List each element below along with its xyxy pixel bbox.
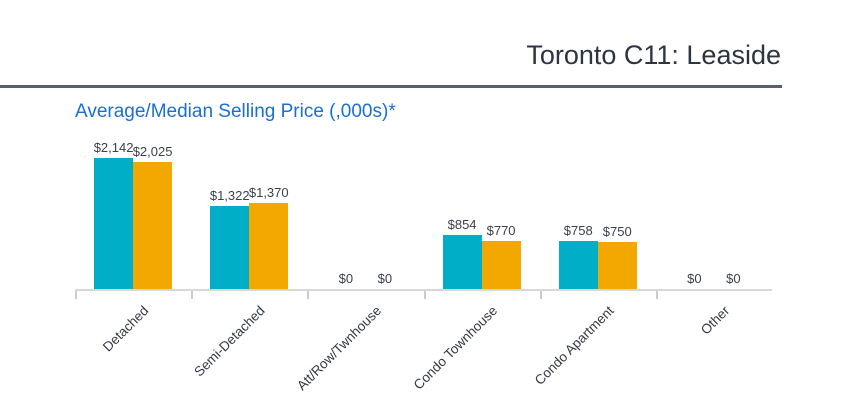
x-axis-label: Detached: [100, 303, 152, 355]
bar-median: [597, 242, 637, 289]
bar-value-label: $0: [726, 271, 741, 286]
bar-column: $0: [365, 140, 404, 289]
x-axis-label: Att/Row/Twnhouse: [293, 303, 385, 394]
axis-tick: [423, 291, 426, 299]
x-axis-label: Condo Townhouse: [410, 303, 501, 393]
bar-column: $854: [442, 140, 482, 289]
bar-value-label: $1,370: [248, 185, 289, 200]
bar-column: $750: [597, 140, 637, 289]
category-group: $758 $750: [540, 140, 656, 289]
category-group: $2,142 $2,025: [75, 140, 191, 289]
bar-average: [94, 158, 134, 289]
bar-median: [133, 162, 173, 289]
bar-average: [442, 235, 482, 289]
bar-value-label: $854: [447, 217, 477, 232]
bar-median: [249, 203, 289, 289]
x-axis-label: Condo Apartment: [531, 303, 617, 388]
bar-average: [558, 241, 598, 289]
bar-column: $2,025: [133, 140, 172, 289]
x-axis-label: Other: [698, 303, 733, 338]
bar-chart-plot-area: $2,142 $2,025 Detached $1,322 $1,370 Semi-Det…: [75, 140, 772, 393]
bar-column: $0: [675, 140, 714, 289]
bar-column: $1,370: [248, 140, 289, 289]
bar-column: $0: [326, 140, 365, 289]
bar-column: $758: [558, 140, 598, 289]
axis-tick: [307, 291, 310, 299]
bar-value-label: $770: [486, 223, 516, 238]
bar-column: $0: [714, 140, 753, 289]
bar-column: $2,142: [94, 140, 133, 289]
axis-tick: [539, 291, 542, 299]
category-group: $0 $0: [307, 140, 423, 289]
bar-column: $770: [481, 140, 521, 289]
bar-value-label: $758: [563, 223, 593, 238]
axis-tick: [655, 291, 658, 299]
x-axis-label: Semi-Detached: [191, 303, 268, 380]
axis-tick: [191, 291, 194, 299]
bar-value-label: $1,322: [209, 188, 250, 203]
bar-value-label: $0: [687, 271, 702, 286]
bar-value-label: $0: [338, 271, 354, 286]
bar-value-label: $2,142: [93, 140, 134, 155]
bar-value-label: $0: [377, 271, 393, 286]
category-group: $0 $0: [656, 140, 772, 289]
bar-median: [481, 241, 521, 289]
bar-value-label: $2,025: [132, 144, 173, 159]
category-group: $854 $770: [424, 140, 540, 289]
bar-column: $1,322: [209, 140, 250, 289]
bar-average: [210, 206, 250, 289]
report-title: Toronto C11: Leaside: [526, 40, 781, 70]
header-divider: [0, 85, 782, 88]
bar-value-label: $750: [602, 224, 632, 239]
axis-tick: [75, 291, 77, 299]
chart-title: Average/Median Selling Price (,000s)*: [75, 101, 396, 122]
category-group: $1,322 $1,370: [191, 140, 307, 289]
